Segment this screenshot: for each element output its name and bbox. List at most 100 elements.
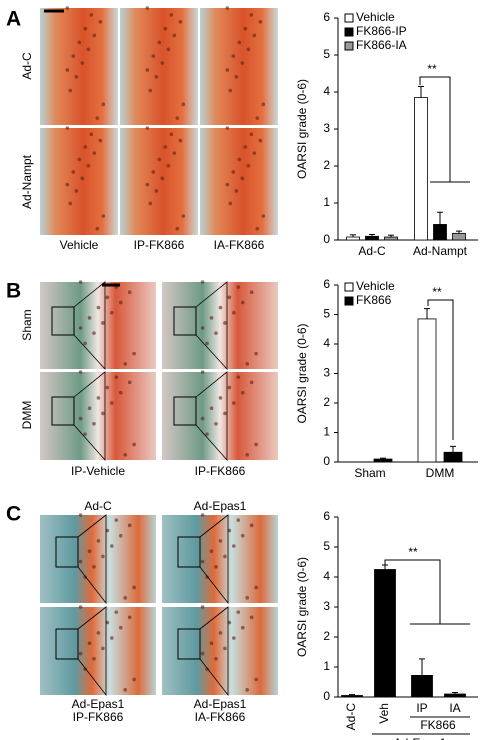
x-tick-label: DMM — [426, 466, 455, 480]
cell — [223, 411, 227, 416]
bar — [443, 451, 463, 463]
cell — [236, 610, 241, 614]
legend-swatch — [344, 296, 354, 306]
cell — [261, 214, 266, 218]
cell — [114, 610, 119, 614]
cell — [65, 182, 70, 187]
micrograph — [40, 515, 156, 603]
cell — [110, 401, 114, 405]
cell — [200, 326, 205, 330]
column-label: IP-FK866 — [195, 464, 246, 478]
cell — [209, 549, 214, 554]
cell — [237, 40, 242, 45]
x-tick-label: IP — [416, 701, 427, 715]
panel-letter: C — [6, 503, 21, 526]
cell — [246, 47, 251, 52]
cell — [225, 68, 230, 72]
cell — [223, 646, 227, 651]
cell — [227, 528, 232, 533]
cell — [160, 61, 165, 65]
cell — [214, 656, 218, 661]
cell — [89, 132, 94, 137]
cell — [205, 432, 209, 436]
cell — [157, 40, 162, 45]
cell — [175, 116, 180, 120]
row-label: Sham — [20, 309, 34, 340]
bracket — [419, 76, 451, 182]
cell — [110, 636, 114, 640]
micrograph — [120, 128, 198, 235]
panel-letter: B — [6, 280, 21, 303]
cell — [132, 442, 136, 447]
cell — [231, 170, 236, 174]
cell — [234, 75, 239, 79]
cell — [123, 453, 128, 457]
cell — [223, 554, 227, 559]
bar — [452, 232, 466, 241]
cell — [249, 13, 254, 17]
bar — [384, 236, 398, 241]
cell — [157, 157, 162, 162]
micrograph — [40, 8, 118, 125]
cell — [105, 620, 110, 625]
cell — [236, 518, 241, 522]
inset-box — [173, 306, 197, 336]
legend-swatch — [344, 41, 354, 51]
cell — [87, 641, 92, 646]
y-tick-label: 1 — [323, 659, 330, 673]
cell — [249, 290, 254, 295]
cell — [175, 226, 180, 231]
cell — [101, 321, 105, 325]
cell — [86, 47, 91, 52]
cell — [78, 559, 83, 564]
inset-box — [55, 628, 79, 660]
cell — [101, 214, 106, 218]
cell — [181, 102, 186, 107]
cell — [80, 61, 85, 65]
cell — [101, 102, 106, 107]
cell — [154, 75, 159, 79]
cell — [231, 54, 236, 58]
micrograph — [40, 372, 156, 460]
cell — [80, 176, 85, 181]
micrograph — [40, 282, 156, 369]
cell — [218, 396, 223, 400]
cell — [95, 116, 100, 120]
inset-box — [177, 536, 201, 568]
cell — [172, 33, 177, 38]
cell — [118, 300, 123, 305]
cell — [232, 401, 236, 405]
cell — [74, 189, 79, 193]
cell — [232, 310, 236, 315]
cell — [240, 61, 245, 65]
cell — [249, 380, 254, 385]
cell — [255, 226, 260, 231]
bar — [374, 569, 396, 698]
cell — [78, 651, 83, 656]
cell — [114, 375, 119, 379]
cell — [151, 170, 156, 174]
cell — [127, 290, 132, 295]
zoom-line — [77, 606, 107, 697]
cell — [148, 201, 153, 206]
row-label: DMM — [20, 401, 34, 430]
cell — [78, 326, 83, 330]
legend-label: Vehicle — [356, 279, 395, 293]
group-label: Ad-Epas1 — [394, 736, 447, 740]
cell — [236, 375, 241, 379]
cell — [89, 13, 94, 17]
y-tick-label: 6 — [323, 277, 330, 291]
cell — [101, 554, 105, 559]
cell — [246, 163, 251, 168]
column-label: Ad-Epas1 — [72, 697, 125, 711]
column-label: IA-FK866 — [214, 238, 265, 252]
cell — [65, 68, 70, 72]
y-tick-label: 4 — [323, 569, 330, 583]
cell — [227, 620, 232, 625]
cell — [101, 646, 105, 651]
cell — [132, 351, 136, 356]
cell — [74, 75, 79, 79]
cell — [169, 132, 174, 137]
cell — [258, 19, 263, 24]
